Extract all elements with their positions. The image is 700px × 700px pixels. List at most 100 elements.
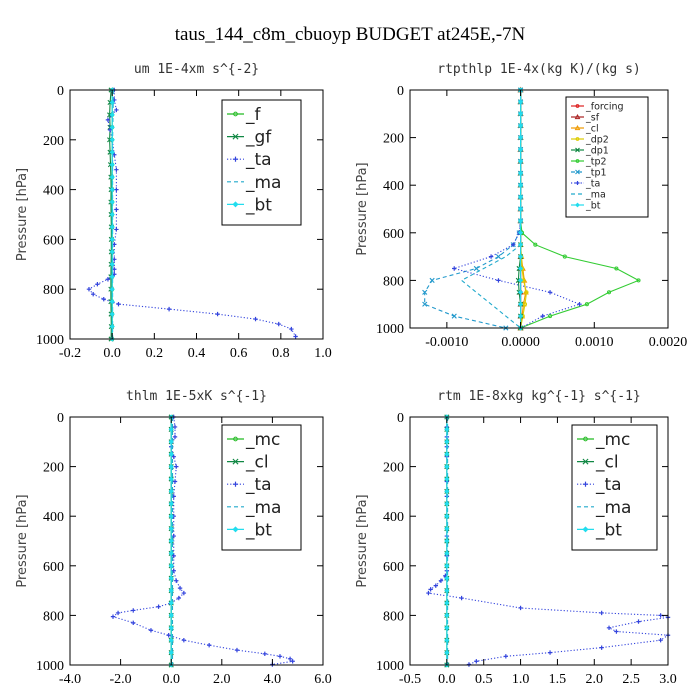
data-point [171, 568, 176, 573]
data-point [426, 590, 431, 596]
data-point [518, 605, 523, 611]
legend-label: _cl [595, 453, 619, 473]
x-tick-label: 2.5 [622, 672, 640, 687]
data-point [168, 538, 174, 544]
data-point [444, 439, 450, 445]
legend-marker [232, 526, 239, 533]
data-point [433, 583, 438, 588]
legend: _f _gf_ta _ma_bt [221, 99, 302, 226]
data-point [253, 316, 258, 322]
y-tick-label: 0 [57, 84, 64, 99]
y-axis-label: Pressure [hPa] [15, 494, 30, 587]
x-tick-label: 0.0020 [649, 335, 688, 350]
y-tick-label: 0 [397, 84, 404, 99]
y-tick-label: 400 [383, 510, 404, 525]
legend-marker [232, 133, 239, 140]
x-tick-label: 0.0 [438, 672, 456, 687]
y-tick-label: 400 [43, 184, 64, 199]
y-tick-label: 1000 [376, 322, 404, 337]
data-point [109, 224, 115, 230]
data-point [168, 637, 174, 643]
plot-frame [409, 416, 669, 666]
data-point [547, 650, 553, 655]
legend-label: _ta [245, 475, 272, 495]
data-point [614, 266, 619, 271]
data-point [562, 254, 567, 259]
x-tick-label: -2.0 [110, 672, 132, 687]
data-point [101, 296, 106, 302]
data-point [517, 277, 524, 284]
x-tick-label: 2.0 [213, 672, 231, 687]
data-point [287, 656, 293, 661]
data-point [109, 149, 115, 155]
y-axis-label: Pressure [hPa] [355, 494, 370, 587]
legend-marker [575, 181, 580, 185]
data-point [168, 513, 174, 519]
data-point [109, 311, 115, 317]
y-tick-label: 400 [43, 510, 64, 525]
data-point [109, 112, 115, 118]
x-tick-label: 3.0 [659, 672, 677, 687]
data-point [290, 659, 295, 664]
data-point [444, 513, 450, 519]
data-point [90, 291, 96, 297]
series-line [424, 90, 522, 329]
x-tick-label: 0.0 [103, 346, 121, 361]
legend-label: _ma [245, 173, 281, 193]
legend: _mc _cl_ta _ma_bt [571, 424, 658, 551]
data-point [540, 313, 545, 319]
data-point [172, 434, 178, 440]
data-point [277, 654, 283, 659]
data-point [168, 463, 174, 470]
legend-label: _ta [585, 179, 600, 190]
x-tick-label: -0.5 [399, 672, 421, 687]
x-tick-label: -0.0010 [425, 335, 468, 350]
data-point [517, 265, 524, 272]
data-point [168, 476, 174, 482]
data-point [517, 134, 524, 141]
panel-title: um 1E-4xm s^{-2} [134, 62, 259, 77]
legend-marker [232, 481, 239, 487]
data-point [116, 301, 121, 307]
y-tick-label: 800 [43, 283, 64, 298]
data-point [444, 563, 450, 569]
series-bt [444, 414, 450, 668]
data-point [289, 326, 294, 332]
data-point [517, 194, 524, 200]
legend-marker [233, 111, 238, 117]
data-point [599, 610, 604, 616]
data-point [114, 207, 119, 212]
panel-title: rtpthlp 1E-4x(kg K)/(kg s) [437, 62, 641, 77]
data-point [606, 290, 612, 295]
data-point [168, 649, 174, 656]
data-point [614, 629, 619, 634]
legend-label: _ta [595, 475, 622, 495]
x-tick-label: 0.6 [230, 346, 248, 361]
data-point [438, 578, 444, 583]
data-point [168, 600, 174, 606]
data-point [459, 595, 464, 601]
legend-marker [583, 436, 588, 442]
legend: _mc _cl_ta _ma_bt [221, 424, 302, 551]
data-point [109, 137, 115, 143]
data-point [293, 334, 298, 339]
x-tick-label: 0.5 [475, 672, 493, 687]
data-point [181, 590, 187, 596]
data-point [109, 274, 115, 280]
data-point [444, 625, 450, 631]
data-point [444, 451, 450, 457]
series-line [460, 90, 522, 329]
series-bt [168, 414, 174, 668]
data-point [109, 236, 115, 243]
data-point [105, 117, 111, 123]
data-point [452, 266, 457, 271]
data-point [444, 525, 450, 532]
legend-marker [575, 104, 580, 108]
legend-label: _dp2 [585, 135, 609, 146]
legend-label: _gf [245, 128, 272, 148]
data-point [444, 575, 450, 581]
data-point [176, 595, 181, 601]
data-point [168, 439, 174, 445]
legend-label: _tp1 [585, 168, 607, 179]
